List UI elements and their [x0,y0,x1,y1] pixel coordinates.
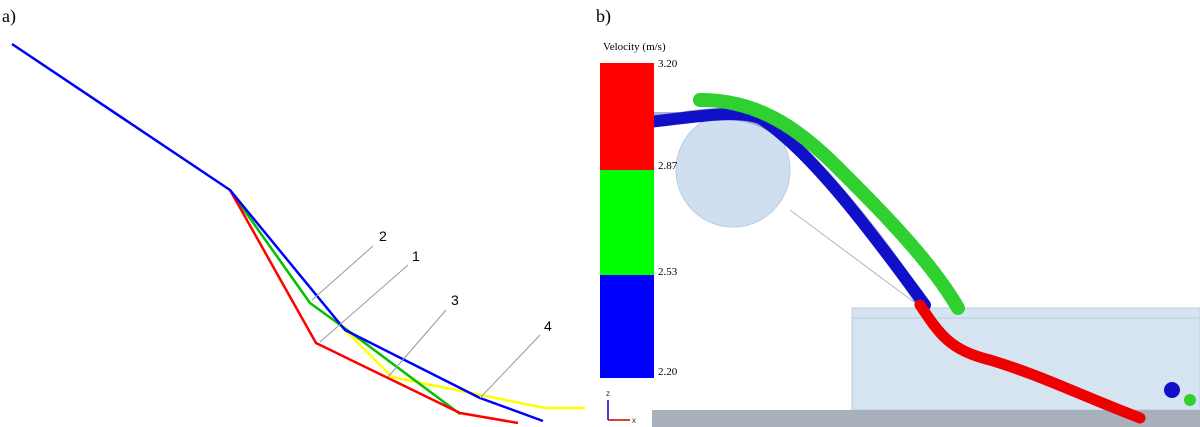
particle [1184,394,1196,406]
panel-a: a) 2 1 3 4 [2,6,585,423]
legend-red [600,63,654,170]
axis-label: z [606,389,610,398]
panel-label: a) [2,6,16,27]
profile-line [230,190,460,414]
leader-line [320,265,408,342]
axis-label: x [632,416,636,425]
line-label: 4 [544,318,552,334]
legend-blue [600,275,654,378]
legend-title: Velocity (m/s) [603,41,666,53]
figure: a) 2 1 3 4 b) Velocity (m/s) [0,0,1200,427]
line-label: 1 [412,248,420,264]
panel-b: b) Velocity (m/s) 3.20 2.87 2.53 2.20 z … [596,6,1200,427]
line-label: 2 [379,228,387,244]
leader-line [480,335,540,398]
legend-tick: 2.87 [658,160,678,172]
tank [852,308,1200,410]
particle [1164,382,1180,398]
line-label: 3 [451,292,459,308]
panel-label: b) [596,6,611,27]
profile-line [230,190,518,423]
profile-line [340,325,585,408]
legend-tick: 2.53 [658,266,678,278]
legend-tick: 3.20 [658,58,678,70]
legend-tick: 2.20 [658,366,678,378]
profile-line [12,44,543,421]
leader-line [312,246,373,300]
legend-green [600,170,654,275]
